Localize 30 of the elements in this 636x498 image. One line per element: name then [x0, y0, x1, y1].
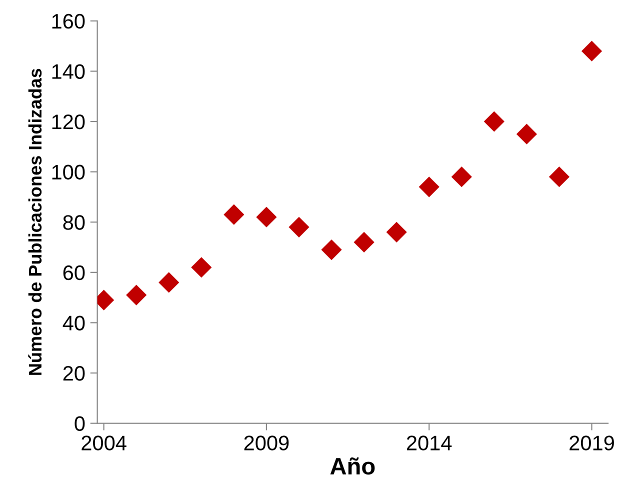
point: [386, 222, 407, 242]
y-tick-label: 80: [63, 215, 85, 230]
y-tick-label: 60: [63, 265, 85, 280]
y-tick-label: 120: [52, 114, 85, 130]
y-tick-label: 160: [52, 14, 85, 29]
point: [354, 232, 374, 253]
point: [581, 40, 602, 62]
x-tick-label: 2014: [406, 436, 452, 450]
y-tick-label: 140: [52, 64, 85, 79]
x-axis-title: Año: [330, 457, 375, 475]
y-axis-title: Número de Publicaciones Indizadas: [28, 68, 42, 375]
y-tick-label: 100: [52, 164, 85, 180]
point: [288, 216, 310, 238]
x-tick-label: 2019: [570, 436, 614, 450]
y-tick-label: 40: [62, 316, 85, 330]
point: [256, 206, 277, 228]
y-tick-label: 0: [74, 416, 85, 432]
point: [484, 111, 504, 132]
point: [516, 124, 537, 144]
point: [158, 272, 180, 293]
x-tick-label: 2009: [244, 436, 289, 450]
point: [321, 239, 342, 260]
point: [224, 204, 244, 225]
point: [126, 284, 147, 306]
point: [418, 176, 440, 198]
point: [191, 257, 212, 278]
point: [548, 166, 570, 188]
y-tick-label: 20: [63, 366, 85, 381]
point: [451, 166, 472, 188]
x-tick-label: 2004: [82, 436, 126, 450]
